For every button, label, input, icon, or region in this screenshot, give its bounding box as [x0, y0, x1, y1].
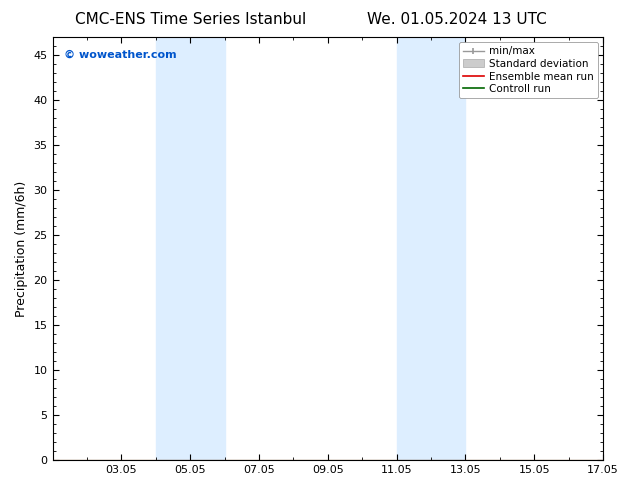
Bar — [397, 37, 465, 460]
Legend: min/max, Standard deviation, Ensemble mean run, Controll run: min/max, Standard deviation, Ensemble me… — [459, 42, 598, 98]
Y-axis label: Precipitation (mm/6h): Precipitation (mm/6h) — [15, 180, 28, 317]
Text: We. 01.05.2024 13 UTC: We. 01.05.2024 13 UTC — [366, 12, 547, 27]
Text: © woweather.com: © woweather.com — [63, 50, 176, 60]
Text: CMC-ENS Time Series Istanbul: CMC-ENS Time Series Istanbul — [75, 12, 306, 27]
Bar — [156, 37, 224, 460]
